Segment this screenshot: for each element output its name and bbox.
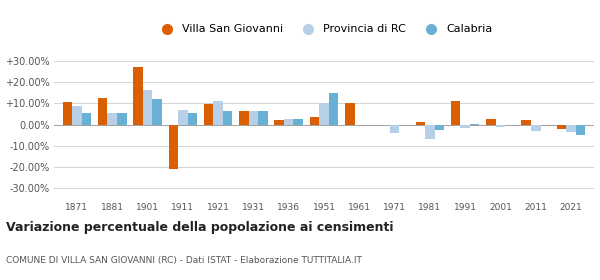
Bar (390, 125, 400, 133)
Bar (204, 104, 214, 125)
Bar (310, 117, 319, 125)
Bar (188, 113, 197, 125)
Bar (258, 111, 268, 125)
Bar (416, 122, 425, 125)
Bar (107, 113, 117, 125)
Bar (293, 119, 303, 125)
Bar (214, 101, 223, 125)
Bar (576, 125, 586, 135)
Text: Variazione percentuale della popolazione ai censimenti: Variazione percentuale della popolazione… (6, 221, 394, 234)
Bar (425, 125, 434, 139)
Bar (566, 125, 576, 132)
Bar (486, 119, 496, 125)
Bar (82, 113, 91, 125)
Bar (521, 120, 531, 125)
Bar (496, 125, 505, 127)
Bar (557, 125, 566, 129)
Bar (223, 111, 232, 125)
Bar (169, 125, 178, 169)
Bar (434, 125, 444, 130)
Bar (178, 110, 188, 125)
Bar (72, 106, 82, 125)
Bar (451, 101, 460, 125)
Bar (274, 120, 284, 125)
Bar (133, 67, 143, 125)
Bar (143, 90, 152, 125)
Bar (98, 98, 107, 125)
Bar (531, 125, 541, 131)
Bar (248, 111, 258, 125)
Bar (470, 123, 479, 125)
Bar (319, 103, 329, 125)
Legend: Villa San Giovanni, Provincia di RC, Calabria: Villa San Giovanni, Provincia di RC, Cal… (151, 20, 497, 39)
Bar (284, 119, 293, 125)
Bar (62, 102, 72, 125)
Bar (239, 111, 248, 125)
Bar (152, 99, 162, 125)
Text: COMUNE DI VILLA SAN GIOVANNI (RC) - Dati ISTAT - Elaborazione TUTTITALIA.IT: COMUNE DI VILLA SAN GIOVANNI (RC) - Dati… (6, 256, 362, 265)
Bar (329, 93, 338, 125)
Bar (117, 113, 127, 125)
Bar (345, 103, 355, 125)
Bar (460, 125, 470, 128)
